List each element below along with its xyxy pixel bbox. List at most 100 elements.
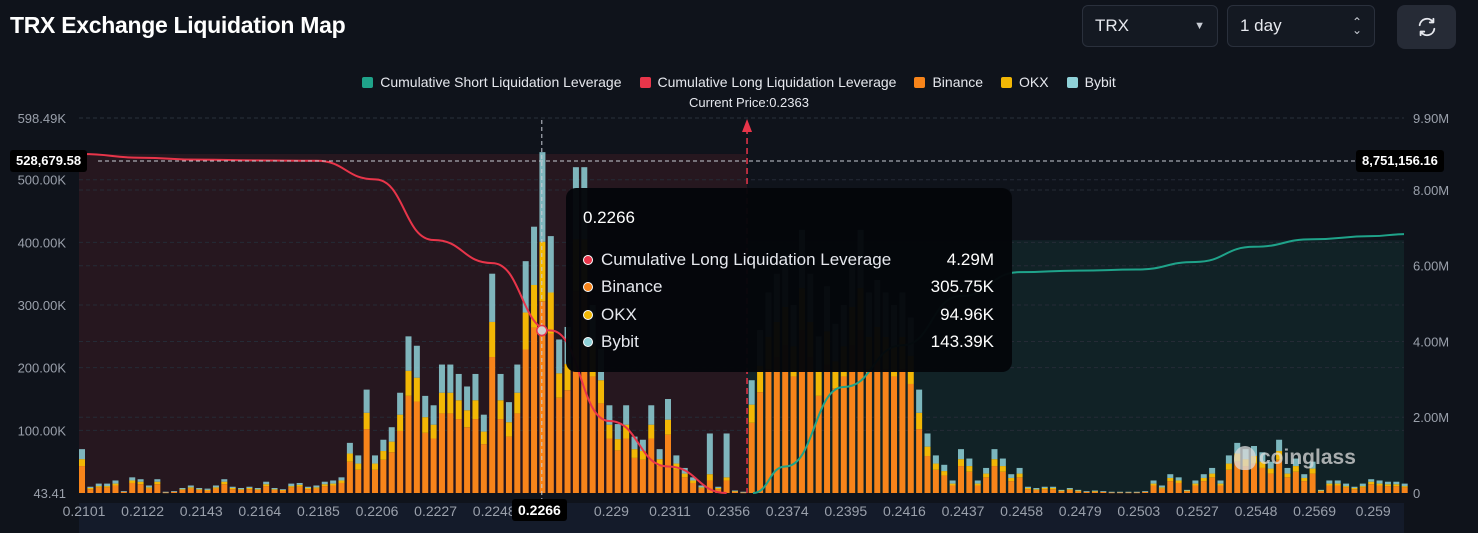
binance-bar [974, 485, 981, 493]
symbol-select[interactable]: TRX ▼ [1082, 5, 1218, 47]
bybit-bar [1083, 491, 1090, 492]
bybit-bar [740, 491, 747, 493]
bybit-bar [1217, 480, 1224, 484]
x-axis-tick: 0.2356 [707, 503, 750, 519]
okx-bar [514, 392, 521, 414]
binance-bar [305, 489, 312, 493]
binance-bar [606, 438, 613, 493]
binance-bar [1276, 459, 1283, 493]
okx-bar [204, 489, 211, 491]
okx-bar [999, 466, 1006, 472]
okx-bar [1267, 468, 1274, 474]
binance-bar [648, 438, 655, 493]
okx-bar [757, 365, 764, 393]
okx-bar [598, 380, 605, 404]
bybit-bar [648, 405, 655, 425]
refresh-button[interactable] [1397, 5, 1456, 49]
bybit-bar [547, 236, 554, 293]
okx-bar [690, 480, 697, 483]
legend-item-okx[interactable]: OKX [1001, 74, 1049, 90]
binance-bar [631, 457, 638, 493]
bybit-bar [1317, 489, 1324, 491]
bybit-bar [723, 433, 730, 478]
bybit-bar [539, 152, 546, 242]
okx-bar [79, 459, 85, 467]
legend-label: Binance [932, 74, 984, 90]
okx-bar [606, 424, 613, 439]
legend-item-short[interactable]: Cumulative Short Liquidation Leverage [362, 74, 622, 90]
bybit-bar [120, 491, 127, 492]
okx-bar [1008, 477, 1015, 482]
tooltip-value: 94.96K [940, 304, 994, 324]
period-select[interactable]: 1 day ⌃ ⌄ [1227, 5, 1375, 47]
bybit-bar [1167, 474, 1174, 478]
bybit-bar [447, 364, 454, 393]
tooltip-label: Bybit [601, 332, 639, 352]
okx-bar [932, 463, 939, 470]
bybit-bar [355, 455, 362, 464]
bybit-bar [631, 436, 638, 450]
okx-bar [380, 451, 387, 460]
okx-bar [631, 449, 638, 458]
binance-bar [556, 397, 563, 493]
binance-bar [598, 403, 605, 493]
legend-item-binance[interactable]: Binance [914, 74, 983, 90]
binance-bar [865, 368, 872, 493]
tooltip-label: OKX [601, 304, 637, 324]
binance-bar [874, 360, 881, 493]
binance-bar [1259, 467, 1266, 493]
binance-bar [1184, 491, 1191, 493]
binance-bar [1292, 471, 1299, 493]
binance-bar [748, 422, 755, 493]
binance-bar [238, 489, 245, 493]
bybit-bar [1033, 487, 1040, 490]
bybit-bar [698, 485, 705, 488]
okx-bar [1158, 487, 1165, 489]
crosshair-right-value: 8,751,156.16 [1356, 150, 1444, 172]
left-axis-tick: 400.00K [18, 235, 67, 250]
bybit-bar [949, 480, 956, 484]
bybit-bar [690, 477, 697, 481]
bybit-bar [623, 405, 630, 425]
bybit-bar [455, 373, 462, 401]
refresh-icon [1418, 17, 1435, 37]
x-axis-tick: 0.2164 [238, 503, 281, 519]
binance-bar [1024, 489, 1031, 493]
bybit-bar [1384, 481, 1391, 485]
right-axis-tick: 8.00M [1413, 183, 1449, 198]
legend-swatch [639, 76, 651, 88]
bybit-bar [1058, 489, 1065, 491]
binance-bar [690, 482, 697, 493]
binance-bar [1384, 486, 1391, 493]
coinglass-logo-icon [1234, 446, 1256, 470]
okx-bar [254, 489, 261, 491]
binance-bar [279, 490, 286, 493]
binance-bar [614, 450, 621, 493]
x-axis-tick: 0.2227 [414, 503, 457, 519]
binance-bar [271, 489, 278, 493]
okx-bar [815, 370, 822, 396]
binance-bar [547, 333, 554, 493]
binance-bar [1317, 491, 1324, 493]
bybit-bar [129, 477, 136, 481]
okx-bar [1066, 489, 1073, 491]
binance-bar [438, 413, 445, 493]
okx-bar [748, 404, 755, 423]
binance-bar [1376, 485, 1383, 493]
binance-bar [514, 413, 521, 493]
bybit-bar [87, 486, 94, 488]
bybit-bar [614, 424, 621, 440]
binance-bar [1100, 491, 1107, 493]
left-axis-tick: 598.49K [18, 111, 67, 126]
binance-bar [807, 357, 814, 493]
legend-item-long[interactable]: Cumulative Long Liquidation Leverage [639, 74, 896, 90]
bybit-bar [321, 481, 328, 485]
bybit-bar [187, 485, 194, 488]
right-axis-tick: 0 [1413, 486, 1420, 501]
binance-bar [1234, 461, 1241, 493]
okx-bar [305, 487, 312, 490]
binance-bar [564, 390, 571, 493]
legend-item-bybit[interactable]: Bybit [1066, 74, 1116, 90]
binance-bar [757, 392, 764, 493]
bybit-bar [639, 439, 646, 452]
